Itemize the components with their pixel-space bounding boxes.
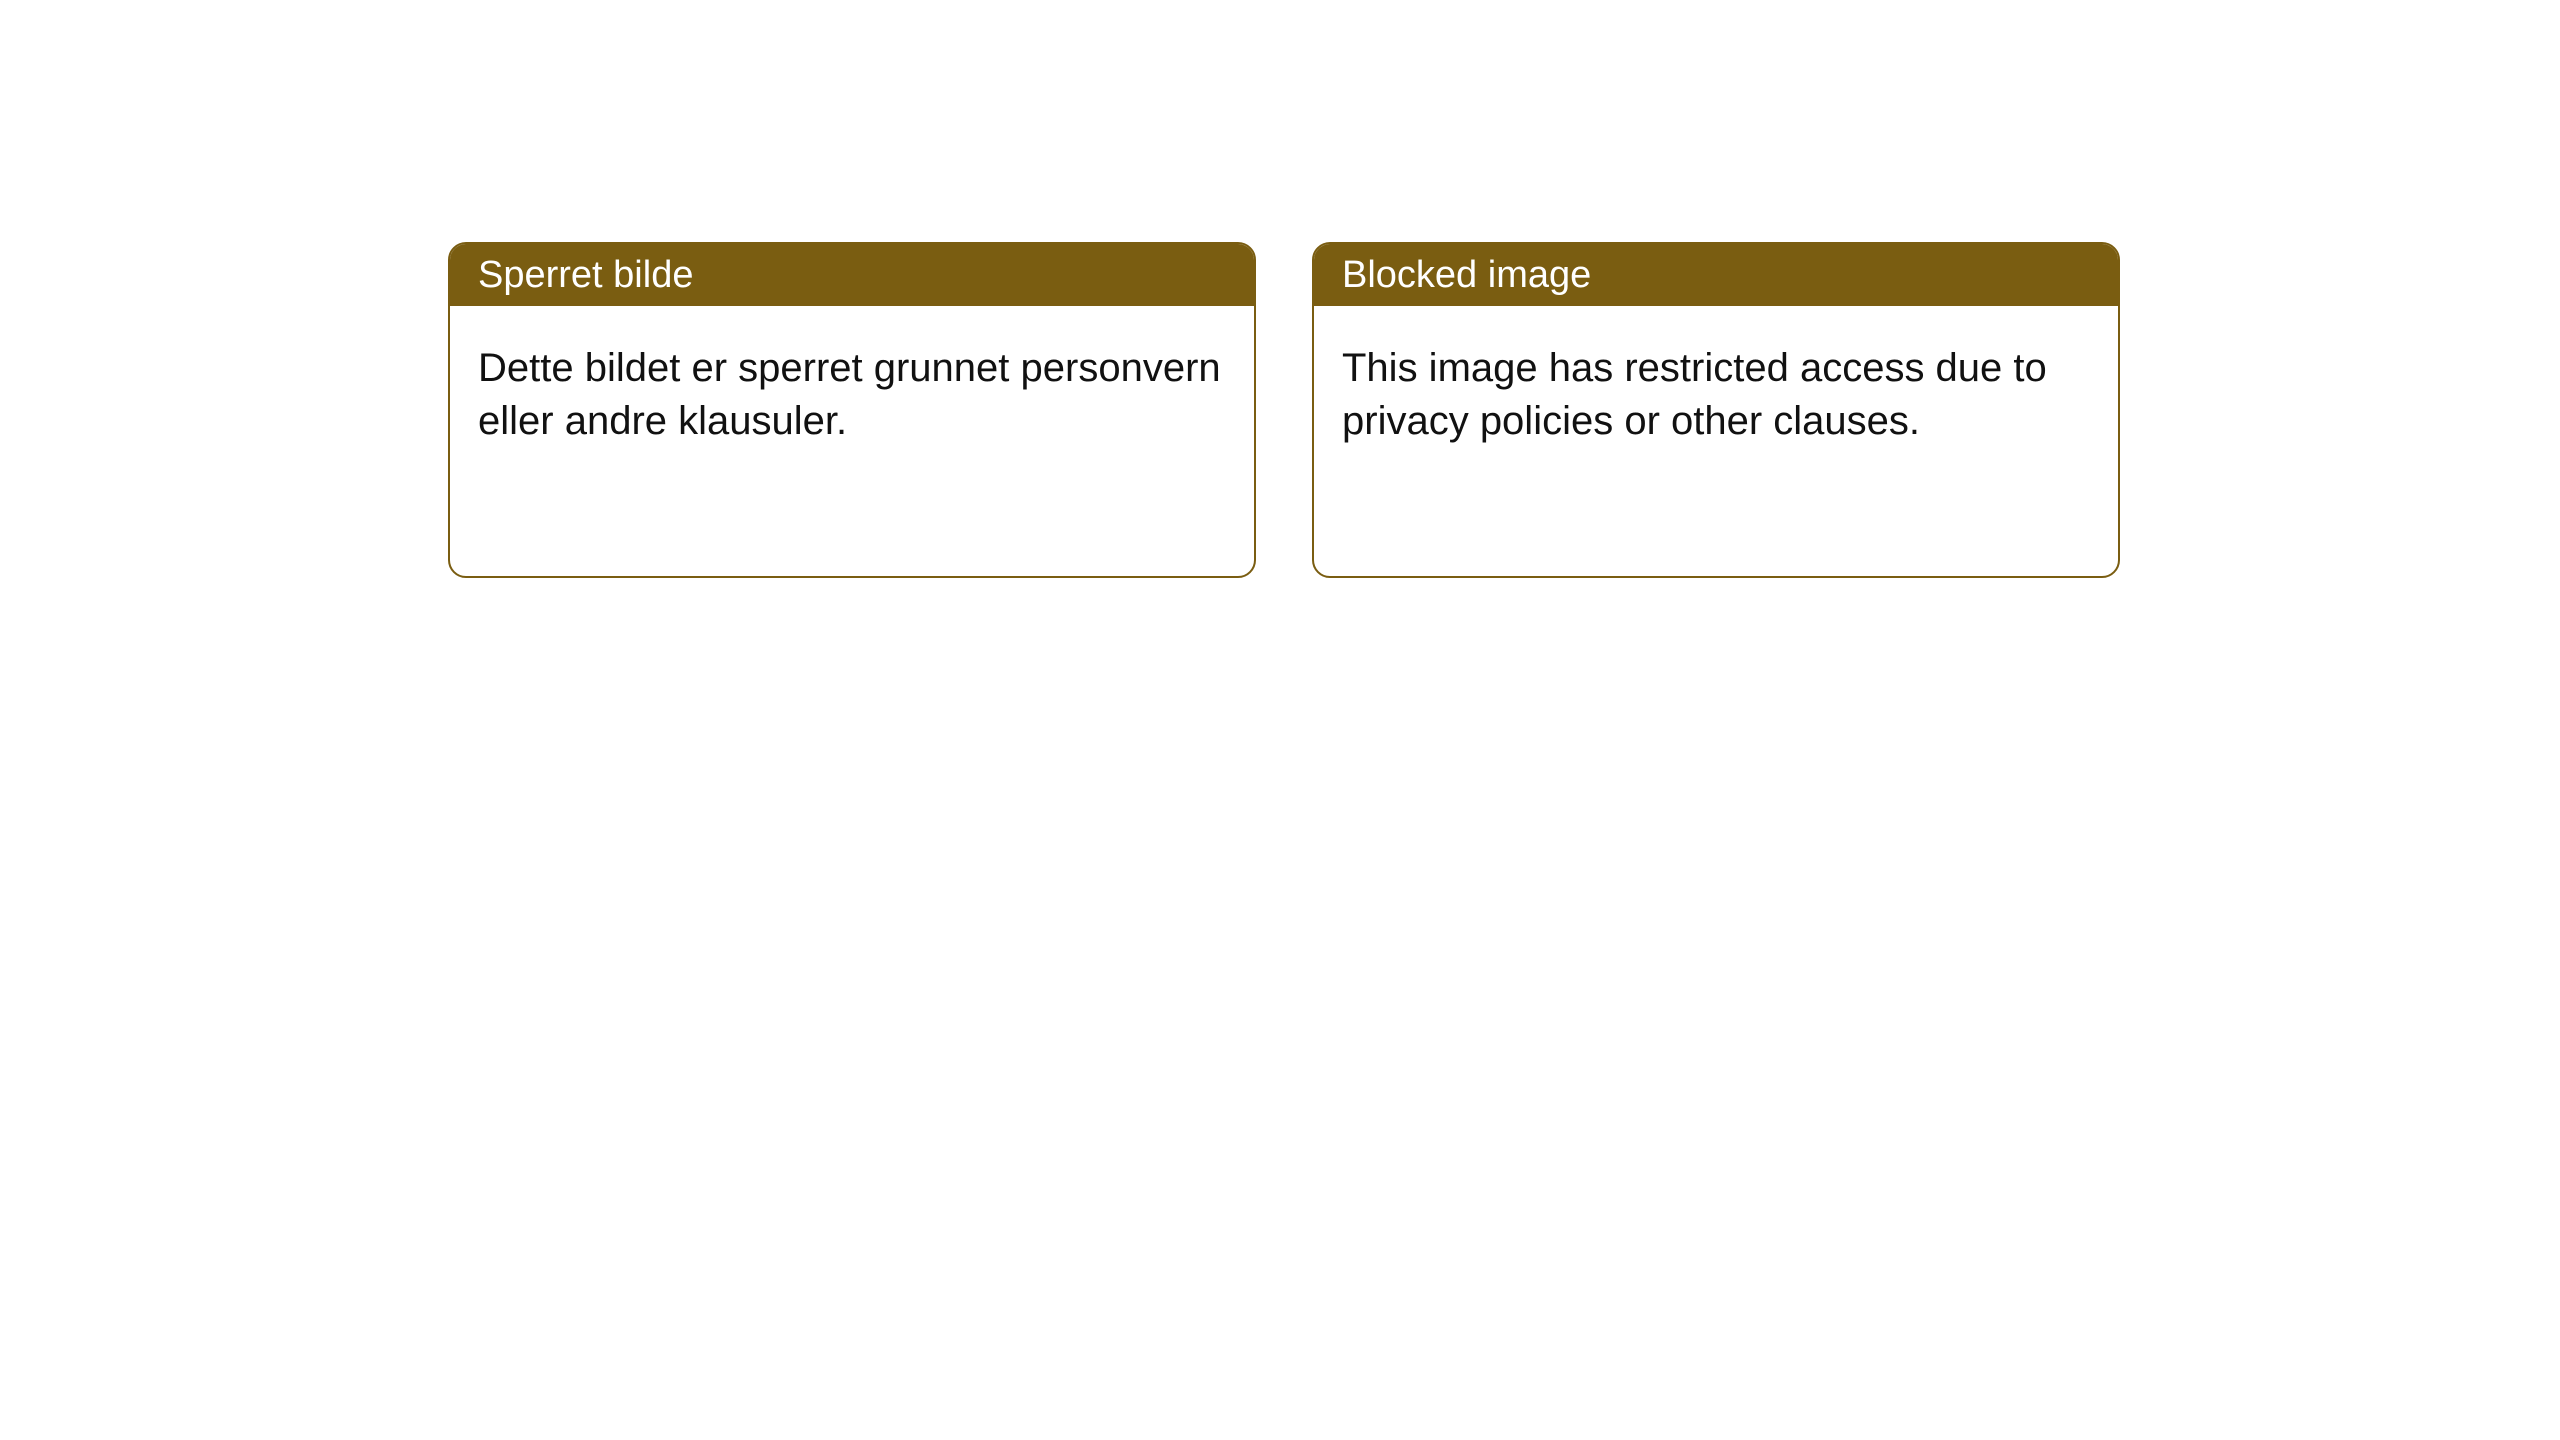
- notice-body-norwegian: Dette bildet er sperret grunnet personve…: [450, 306, 1254, 484]
- notice-title-english: Blocked image: [1314, 244, 2118, 306]
- notice-card-norwegian: Sperret bilde Dette bildet er sperret gr…: [448, 242, 1256, 578]
- notice-title-norwegian: Sperret bilde: [450, 244, 1254, 306]
- notice-container: Sperret bilde Dette bildet er sperret gr…: [0, 0, 2560, 578]
- notice-body-english: This image has restricted access due to …: [1314, 306, 2118, 484]
- notice-card-english: Blocked image This image has restricted …: [1312, 242, 2120, 578]
